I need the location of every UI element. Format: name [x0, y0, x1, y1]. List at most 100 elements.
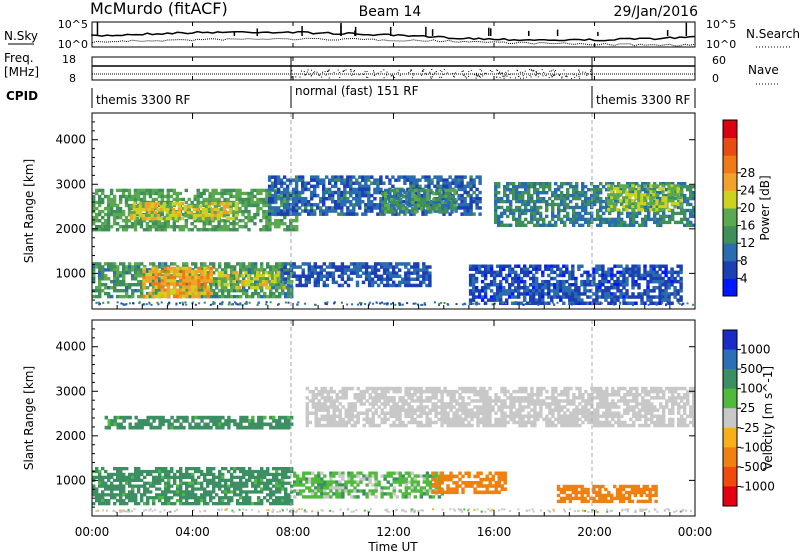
power-cell — [355, 200, 359, 204]
power-cell — [127, 197, 132, 202]
power-cell — [563, 199, 567, 204]
velocity-cell — [110, 472, 114, 477]
power-cell — [665, 220, 669, 225]
power-cell — [575, 188, 579, 192]
power-cell — [232, 283, 236, 287]
velocity-cell — [98, 499, 102, 503]
power-cell — [545, 205, 549, 210]
power-cell — [497, 217, 501, 222]
power-cell — [248, 268, 252, 272]
power-cell — [132, 216, 137, 221]
power-cell — [622, 273, 626, 278]
power-cell — [373, 271, 378, 275]
power-cell — [157, 291, 161, 296]
power-cell — [427, 178, 431, 182]
power-cell — [652, 208, 656, 212]
power-cell — [161, 274, 165, 278]
velocity-cell — [134, 415, 138, 420]
power-cell — [242, 265, 246, 269]
nave-dot — [497, 72, 499, 74]
power-cell — [140, 286, 144, 290]
power-cell — [322, 197, 326, 201]
power-cell — [101, 271, 105, 275]
power-cell — [157, 269, 161, 274]
power-cell — [267, 175, 272, 179]
power-cell — [113, 289, 117, 293]
power-cell — [649, 279, 653, 284]
power-cell — [220, 274, 224, 278]
power-cell — [227, 265, 231, 269]
nave-dot — [552, 75, 554, 77]
power-cell — [157, 272, 161, 277]
power-cell — [557, 202, 561, 207]
power-cell — [121, 209, 126, 214]
power-cell — [138, 205, 143, 209]
power-cell — [396, 201, 400, 205]
power-cell — [390, 197, 394, 202]
power-cell — [614, 223, 618, 227]
power-cell — [605, 205, 609, 210]
power-cell — [584, 220, 588, 225]
power-cell — [399, 210, 403, 214]
power-cell — [158, 262, 162, 266]
velocity-cell — [134, 484, 138, 488]
power-cell — [112, 219, 117, 223]
power-cell — [541, 292, 545, 296]
power-cell — [412, 203, 416, 207]
power-cell — [437, 303, 440, 306]
power-cell — [523, 267, 527, 271]
nave-dot — [310, 75, 312, 77]
power-cell — [134, 265, 138, 269]
power-y-title: Slant Range [km] — [22, 159, 36, 263]
power-cell — [610, 199, 614, 203]
power-cell — [110, 294, 114, 299]
velocity-cell — [98, 469, 102, 474]
velocity-cell — [203, 415, 207, 420]
power-cell — [436, 209, 440, 213]
power-cell — [559, 267, 563, 271]
power-cell — [571, 276, 575, 281]
power-cell — [367, 280, 372, 285]
nave-dot — [522, 71, 524, 73]
power-cell — [608, 220, 612, 225]
power-cell — [95, 212, 99, 217]
power-cell — [475, 206, 479, 210]
power-cell — [337, 283, 342, 288]
power-cell — [601, 273, 605, 278]
power-cell — [203, 301, 206, 304]
velocity-cell — [107, 502, 111, 506]
power-cell — [313, 262, 317, 266]
power-cell — [652, 267, 656, 271]
power-cell — [413, 271, 417, 275]
power-cell — [670, 199, 674, 203]
power-cell — [461, 303, 464, 306]
power-cell — [163, 266, 168, 271]
power-cell — [278, 265, 282, 269]
power-cell — [190, 200, 194, 205]
power-cell — [109, 197, 114, 202]
power-cell — [500, 205, 504, 210]
power-cell — [192, 216, 197, 221]
velocity-cell — [206, 415, 210, 420]
power-cell — [489, 279, 494, 284]
power-cell — [523, 289, 527, 293]
power-cell — [674, 191, 678, 195]
power-cell — [127, 191, 132, 196]
power-cell — [145, 212, 150, 217]
power-cell — [107, 268, 111, 272]
power-cell — [433, 301, 436, 304]
power-cell — [355, 190, 359, 195]
power-cell — [505, 298, 509, 302]
power-cell — [214, 225, 218, 229]
power-cell — [475, 175, 479, 179]
power-cell — [129, 214, 134, 218]
power-cell — [616, 193, 620, 197]
power-cell — [367, 271, 372, 275]
power-cell — [292, 274, 296, 278]
power-cell — [380, 201, 385, 205]
power-cell — [625, 301, 629, 305]
power-cell — [668, 220, 672, 225]
power-cell — [425, 265, 429, 269]
power-cell — [184, 225, 188, 229]
power-cell — [169, 266, 174, 271]
